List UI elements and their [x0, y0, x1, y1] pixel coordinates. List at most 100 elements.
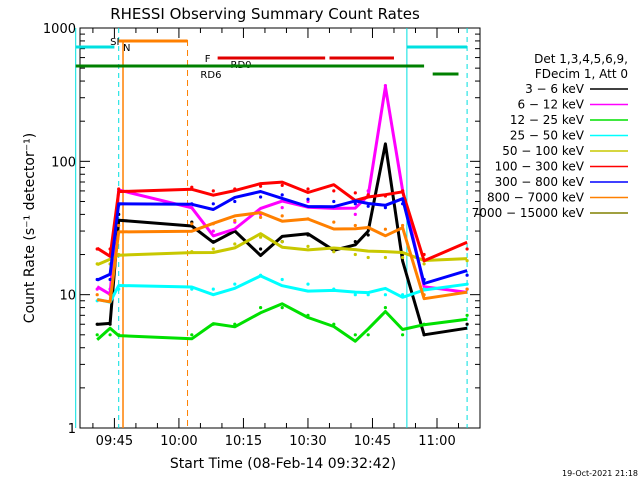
series-point	[401, 333, 405, 337]
series-point	[95, 262, 99, 266]
series-point	[306, 313, 310, 317]
legend: Det 1,3,4,5,6,9, FDecim 1, Att 0 3 − 6 k…	[472, 52, 628, 220]
series-point	[280, 193, 284, 197]
series-line	[96, 274, 468, 304]
series-point	[366, 193, 370, 197]
y-axis: 1 10 100 1000	[43, 22, 480, 437]
series-point	[422, 252, 426, 257]
series-point	[211, 240, 215, 244]
series-point	[95, 277, 99, 282]
series-point	[422, 322, 426, 326]
series-point	[190, 333, 194, 337]
series-point	[401, 223, 405, 228]
series-point	[306, 199, 310, 204]
series-point	[383, 293, 387, 297]
series-point	[306, 282, 310, 286]
series-point	[383, 144, 387, 148]
series-point	[401, 202, 405, 206]
series-point	[190, 250, 194, 254]
event-lines	[75, 28, 468, 428]
series-point	[353, 191, 357, 195]
legend-label: 50 − 100 keV	[502, 144, 585, 158]
chart-title: RHESSI Observing Summary Count Rates	[110, 5, 420, 23]
series-point	[366, 189, 370, 193]
series-point	[353, 202, 357, 206]
series-point	[95, 247, 99, 251]
series-point	[422, 287, 426, 291]
series-point	[422, 262, 426, 266]
series-point	[233, 187, 237, 191]
series-point	[306, 244, 310, 248]
series-point	[190, 185, 194, 189]
y-tick-label: 10	[59, 289, 76, 304]
series-point	[190, 222, 194, 226]
series-point	[465, 282, 469, 286]
series-point	[233, 282, 237, 286]
series-point	[383, 227, 387, 231]
series-point	[259, 273, 263, 277]
series-point	[108, 277, 112, 282]
series-point	[280, 214, 284, 218]
series-point	[401, 255, 405, 260]
series-point	[108, 247, 112, 251]
series-point	[108, 322, 112, 326]
y-tick-label: 100	[51, 155, 76, 170]
series-point	[422, 293, 426, 297]
x-tick-label: 10:30	[289, 434, 326, 449]
series-point	[383, 194, 387, 198]
series-point	[280, 240, 284, 244]
series-point	[332, 189, 336, 193]
series-point	[383, 306, 387, 310]
series-point	[190, 206, 194, 210]
series-point	[332, 199, 336, 204]
series-point	[117, 333, 121, 337]
series-point	[332, 287, 336, 291]
series-point	[465, 322, 469, 326]
flag-label: F	[205, 54, 211, 65]
x-axis: 09:45 10:00 10:15 10:30 10:45 11:00	[92, 28, 481, 449]
series-line	[96, 180, 468, 263]
plot-frame	[79, 27, 481, 429]
series-point	[280, 277, 284, 282]
series-point	[108, 333, 112, 337]
flag-label: RD6	[200, 70, 221, 81]
series-point	[259, 247, 263, 251]
series-point	[383, 206, 387, 210]
series-line	[96, 190, 468, 285]
legend-label: 300 − 800 keV	[495, 175, 585, 189]
legend-header-1: Det 1,3,4,5,6,9,	[534, 52, 628, 66]
series-point	[353, 223, 357, 228]
series-point	[306, 233, 310, 237]
series-point	[259, 195, 263, 199]
series-group	[95, 84, 469, 343]
series-point	[353, 212, 357, 216]
series-line	[96, 232, 468, 267]
flag-label: N	[123, 43, 130, 54]
series-point	[306, 217, 310, 221]
series-point	[117, 223, 121, 228]
series-point	[95, 333, 99, 337]
series-point	[95, 293, 99, 297]
series-point	[465, 273, 469, 277]
x-tick-label: 09:45	[96, 434, 133, 449]
series-point	[332, 250, 336, 254]
series-line	[96, 211, 468, 304]
series-point	[211, 189, 215, 193]
series-line	[96, 302, 468, 343]
series-point	[233, 218, 237, 223]
x-axis-label: Start Time (08-Feb-14 09:32:42)	[170, 456, 396, 472]
series-point	[211, 202, 215, 206]
legend-label: 6 − 12 keV	[517, 98, 584, 112]
series-point	[95, 322, 99, 326]
series-point	[383, 84, 387, 88]
series-point	[233, 199, 237, 204]
series-point	[259, 184, 263, 188]
series-point	[211, 247, 215, 251]
series-point	[353, 293, 357, 297]
series-point	[366, 255, 370, 260]
x-tick-label: 10:45	[354, 434, 391, 449]
series-point	[366, 225, 370, 229]
series-point	[401, 293, 405, 297]
series-point	[259, 215, 263, 219]
